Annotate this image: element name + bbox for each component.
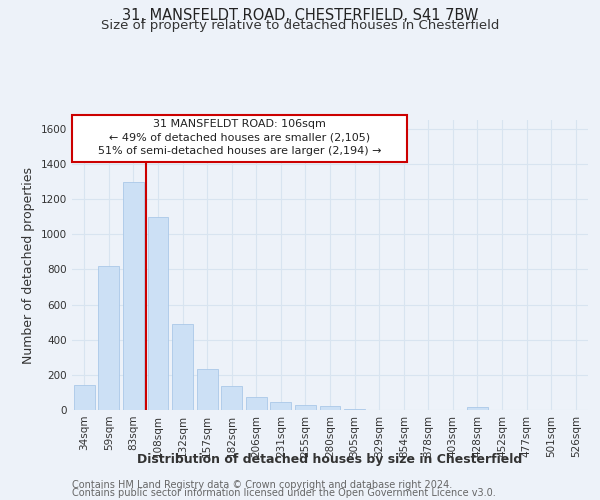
Text: Size of property relative to detached houses in Chesterfield: Size of property relative to detached ho… [101, 19, 499, 32]
Bar [295, 404, 316, 410]
Text: Contains HM Land Registry data © Crown copyright and database right 2024.: Contains HM Land Registry data © Crown c… [72, 480, 452, 490]
Bar [172, 324, 193, 410]
Bar [98, 266, 119, 410]
Text: Distribution of detached houses by size in Chesterfield: Distribution of detached houses by size … [137, 452, 523, 466]
Text: ← 49% of detached houses are smaller (2,105): ← 49% of detached houses are smaller (2,… [109, 132, 370, 142]
Text: 31 MANSFELDT ROAD: 106sqm: 31 MANSFELDT ROAD: 106sqm [153, 119, 326, 129]
Bar [74, 386, 95, 410]
Bar [221, 386, 242, 410]
Text: 31, MANSFELDT ROAD, CHESTERFIELD, S41 7BW: 31, MANSFELDT ROAD, CHESTERFIELD, S41 7B… [122, 8, 478, 22]
Text: Contains public sector information licensed under the Open Government Licence v3: Contains public sector information licen… [72, 488, 496, 498]
Y-axis label: Number of detached properties: Number of detached properties [22, 166, 35, 364]
Bar [467, 408, 488, 410]
Bar [344, 409, 365, 410]
Bar [246, 397, 267, 410]
Bar [123, 182, 144, 410]
Bar [320, 406, 340, 410]
Bar [271, 402, 292, 410]
Text: 51% of semi-detached houses are larger (2,194) →: 51% of semi-detached houses are larger (… [98, 146, 382, 156]
Bar [197, 368, 218, 410]
Bar [148, 216, 169, 410]
